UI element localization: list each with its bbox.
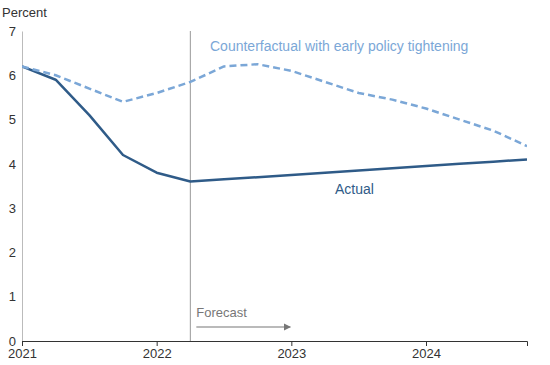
series-label: Actual xyxy=(335,181,374,197)
series-label: Counterfactual with early policy tighten… xyxy=(210,38,468,54)
y-tick-label: 4 xyxy=(9,157,16,172)
x-tick: 2024 xyxy=(412,341,441,361)
y-tick: 4 xyxy=(9,157,22,172)
plot-area: 012345672021202220232024ForecastActualCo… xyxy=(8,24,527,362)
y-tick-label: 6 xyxy=(9,68,16,83)
series-line xyxy=(22,66,527,181)
y-tick-label: 3 xyxy=(9,201,16,216)
forecast-arrow xyxy=(196,326,290,327)
y-tick-label: 2 xyxy=(9,245,16,260)
y-tick-label: 1 xyxy=(9,289,16,304)
forecast-label: Forecast xyxy=(196,305,247,320)
x-tick: 2021 xyxy=(8,341,37,361)
x-tick: 2023 xyxy=(277,341,306,361)
x-tick-label: 2024 xyxy=(412,346,441,361)
x-axis-line xyxy=(23,342,528,347)
y-axis-line xyxy=(22,32,23,342)
x-tick-label: 2022 xyxy=(143,346,172,361)
x-tick-label: 2023 xyxy=(277,346,306,361)
y-tick: 5 xyxy=(9,112,22,127)
series-line xyxy=(22,64,527,146)
x-axis: 2021 2022 2023 2024 xyxy=(8,341,527,361)
y-tick: 2 xyxy=(9,245,22,260)
y-tick-label: 5 xyxy=(9,112,16,127)
y-tick: 3 xyxy=(9,201,22,216)
x-tick-label: 2021 xyxy=(8,346,37,361)
chart: 012345672021202220232024ForecastActualCo… xyxy=(0,0,550,365)
y-axis: 01234567 xyxy=(9,24,23,349)
y-tick: 1 xyxy=(9,289,22,304)
y-tick: 7 xyxy=(9,24,22,39)
y-tick: 6 xyxy=(9,68,22,83)
forecast-line xyxy=(190,31,191,341)
x-tick: 2022 xyxy=(143,341,172,361)
y-tick-label: 7 xyxy=(9,24,16,39)
y-axis-title: Percent xyxy=(2,5,47,20)
series-lines xyxy=(22,64,527,181)
